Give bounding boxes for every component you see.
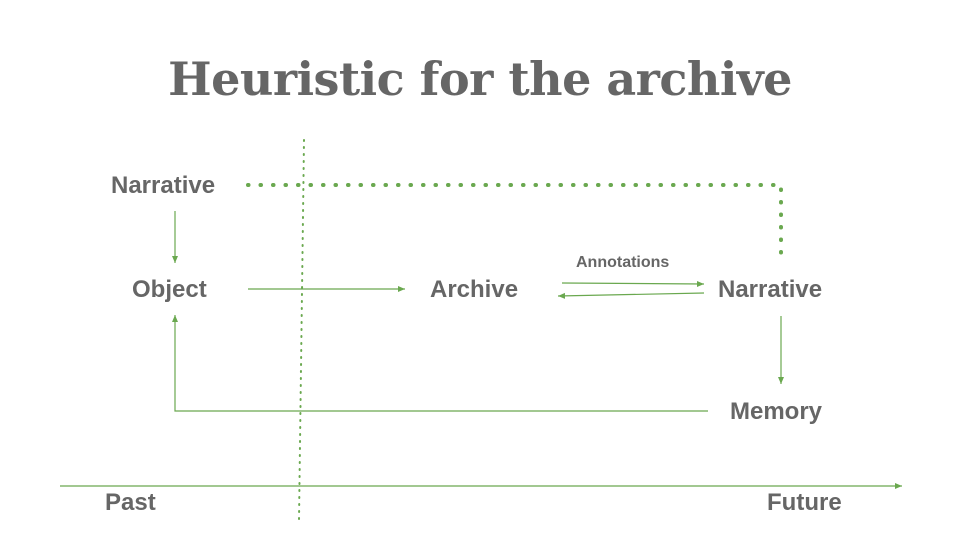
node-memory: Memory bbox=[730, 398, 823, 425]
arrow-narrative-to-archive bbox=[557, 292, 705, 299]
page-title: Heuristic for the archive bbox=[168, 52, 792, 106]
timeline-label-future: Future bbox=[767, 489, 842, 516]
node-archive: Archive bbox=[430, 276, 519, 303]
arrow-archive-to-narrative bbox=[561, 280, 705, 287]
arrow-memory-to-object bbox=[172, 315, 708, 412]
present-divider bbox=[298, 139, 305, 521]
node-narrative-top: Narrative bbox=[111, 172, 216, 199]
node-object: Object bbox=[132, 276, 207, 303]
edge-label-annotations: Annotations bbox=[576, 254, 670, 271]
timeline-label-past: Past bbox=[105, 489, 156, 516]
dotted-link-narratives bbox=[246, 183, 783, 266]
node-narrative-right: Narrative bbox=[718, 276, 823, 303]
